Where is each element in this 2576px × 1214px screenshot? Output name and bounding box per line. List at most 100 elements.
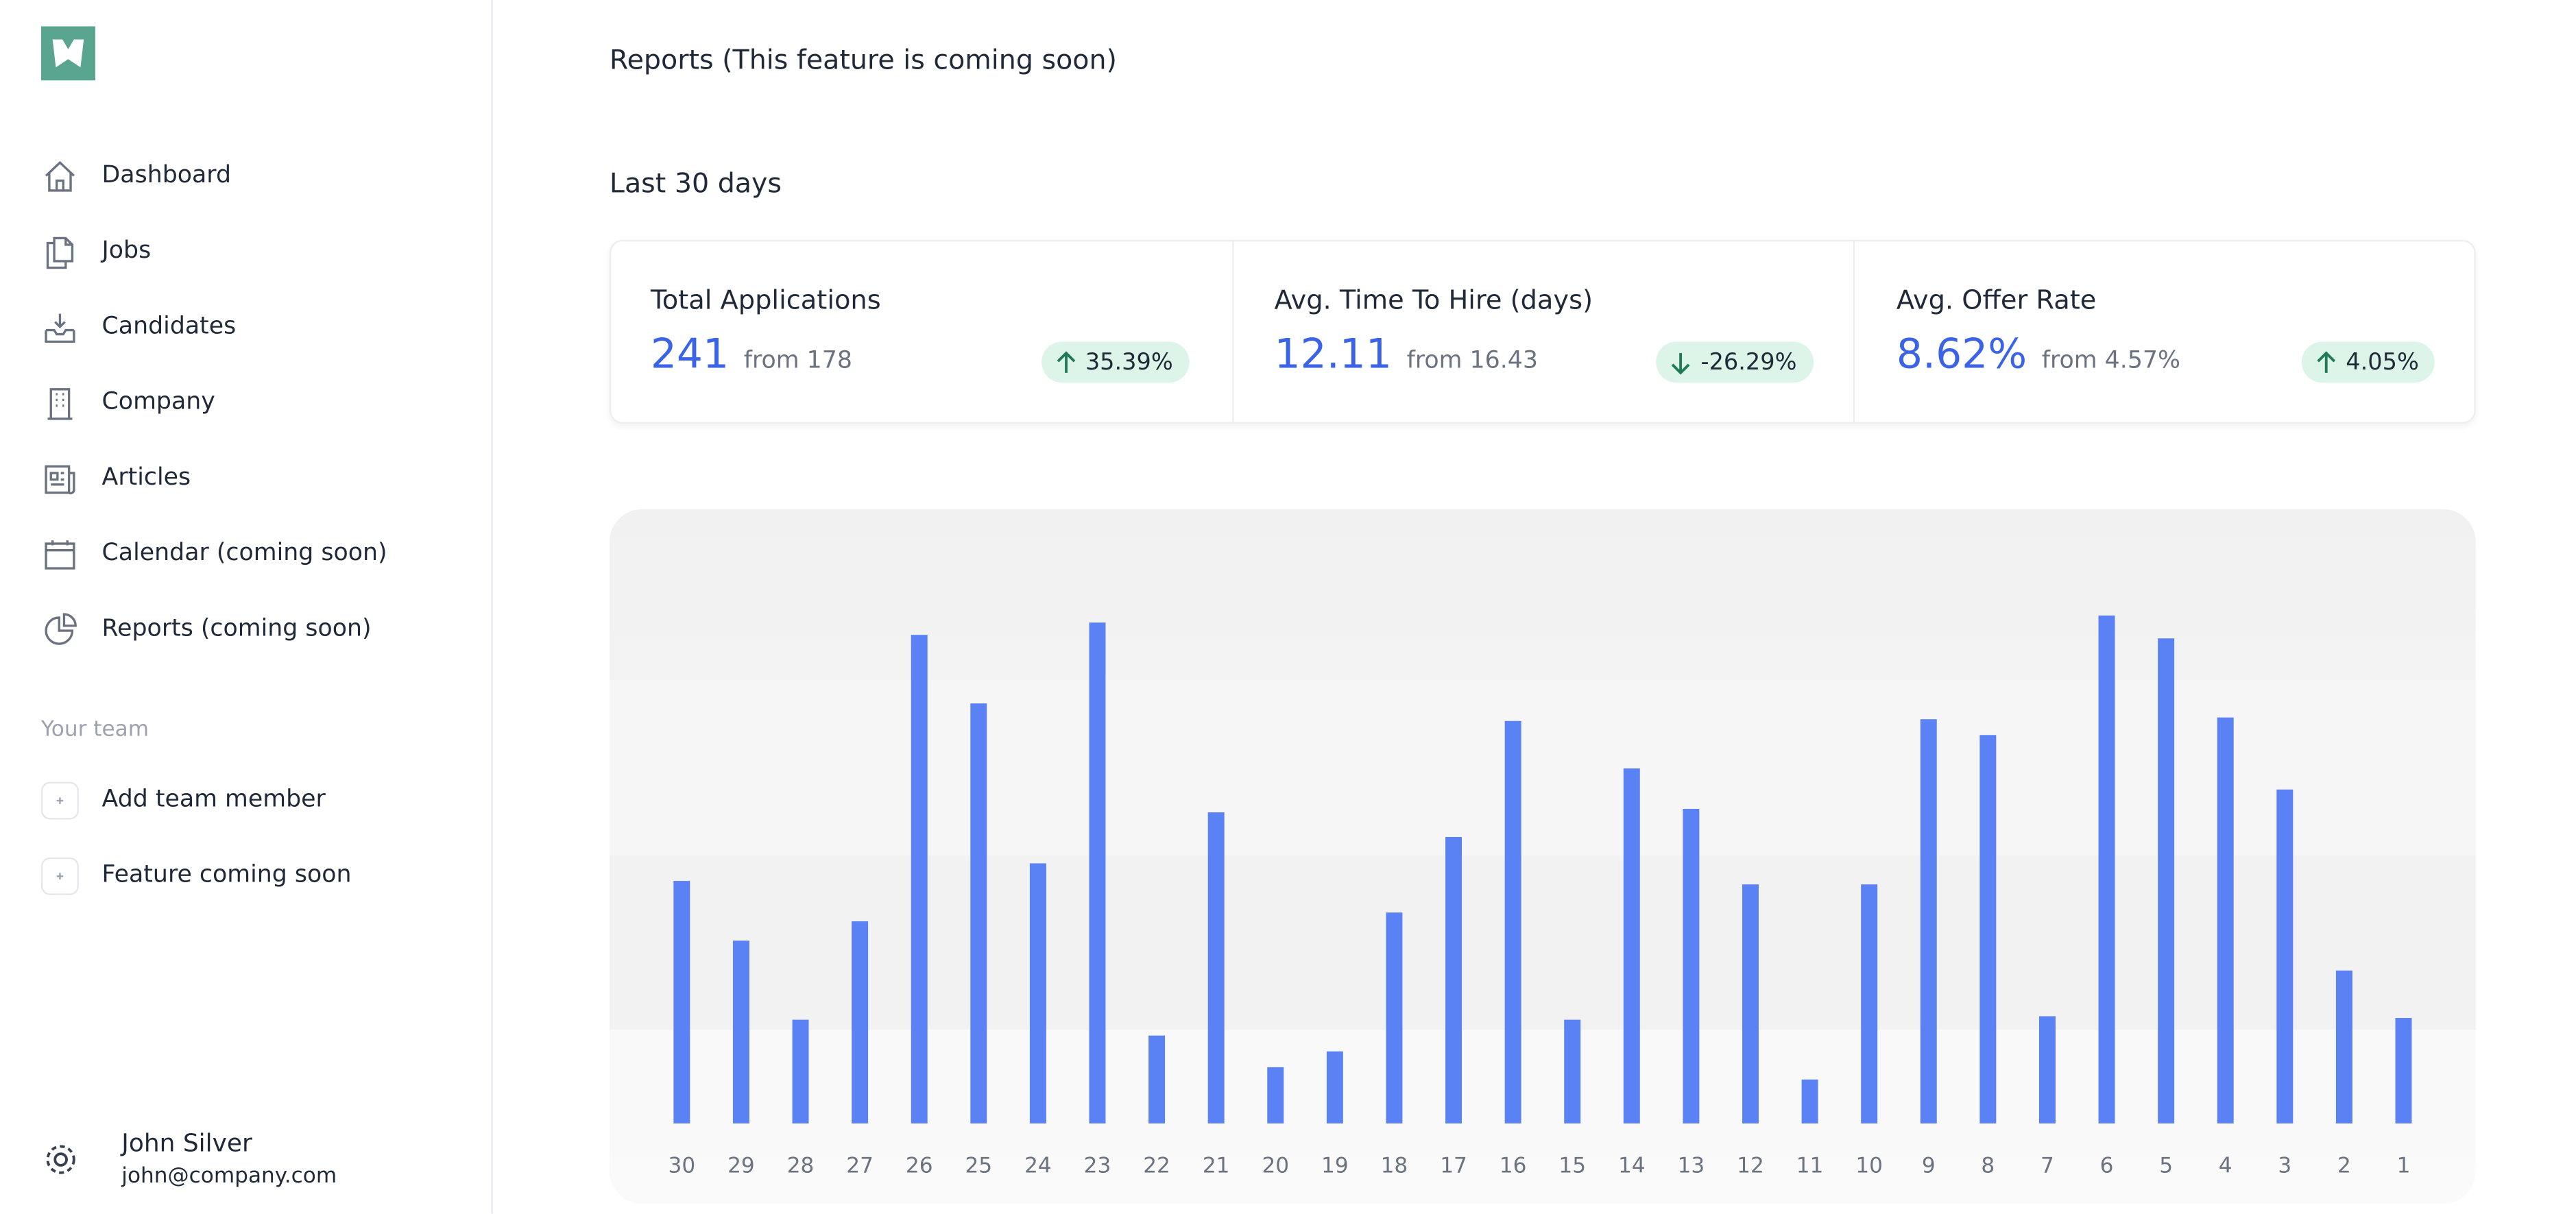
chart-band [609,855,2476,1030]
x-tick-label: 26 [906,1154,933,1178]
nav-label: Company [101,389,215,416]
bar [2098,615,2115,1124]
sidebar: Dashboard Jobs Candidates Company Articles Ca… [0,0,493,1214]
bar [1742,884,1759,1124]
bar [1683,808,1700,1124]
change-value: 4.05% [2346,349,2419,376]
stat-title: Avg. Time To Hire (days) [1274,284,1593,316]
x-tick-label: 13 [1678,1154,1705,1178]
x-tick-label: 23 [1084,1154,1111,1178]
x-tick-label: 25 [965,1154,992,1178]
bar [2158,638,2175,1124]
nav-item[interactable]: Articles [41,455,191,501]
x-tick-label: 5 [2159,1154,2173,1178]
stat-number: 8.62% [1896,330,2027,378]
bar [732,940,749,1124]
bar [1326,1051,1343,1124]
chart-band [609,1030,2476,1124]
bar [1089,622,1106,1124]
bar [1504,720,1521,1124]
x-tick-label: 28 [787,1154,815,1178]
team-item[interactable]: Add team member [40,777,326,823]
bar [1564,1019,1581,1124]
nav-item[interactable]: Dashboard [41,153,231,199]
bar [1979,735,1997,1124]
x-tick-label: 4 [2219,1154,2232,1178]
stat-title: Avg. Offer Rate [1896,284,2097,316]
bar [1445,836,1462,1124]
bar [1801,1079,1818,1124]
change-value: 35.39% [1085,349,1173,376]
x-tick-label: 1 [2397,1154,2411,1178]
trend-arrow [2317,350,2335,372]
x-tick-label: 27 [846,1154,874,1178]
settings-icon[interactable] [41,1140,81,1180]
bar [673,881,690,1124]
stat-number: 241 [650,330,730,378]
chart: 30 29 28 27 26 25 24 23 22 21 20 19 18 17 16 15 14 13 12 11… [609,509,2476,1204]
bar [1920,719,1937,1124]
nav-icon [47,387,73,420]
x-tick-label: 19 [1321,1154,1349,1178]
stats-panel [609,239,2476,424]
bar [1386,912,1403,1124]
bar [970,703,987,1124]
bar [792,1019,809,1124]
x-tick-label: 21 [1203,1154,1230,1178]
stat-value: 12.11 from 16.43 [1275,330,1538,378]
nav-label: Articles [101,465,191,491]
bar [2217,717,2234,1124]
bar [1267,1067,1284,1124]
x-tick-label: 7 [2041,1154,2054,1178]
change-badge: -26.29% [1656,341,1814,383]
nav-icon [45,313,75,342]
x-tick-label: 30 [669,1154,696,1178]
bar [2395,1018,2412,1124]
nav-label: Jobs [101,238,152,265]
bar [2276,789,2294,1124]
bar [1148,1035,1166,1124]
team-label: Add team member [101,786,326,814]
x-tick-label: 16 [1500,1154,1527,1178]
stat-from: from 178 [743,348,852,375]
stat-number: 12.11 [1274,330,1393,378]
logo[interactable] [40,26,95,81]
stat-from: from 16.43 [1406,348,1538,375]
stat-title: Total Applications [650,284,881,316]
plus-icon [40,781,80,819]
x-tick-label: 9 [1922,1154,1936,1178]
user-name: John Silver [121,1128,252,1158]
x-tick-label: 18 [1381,1154,1408,1178]
x-tick-label: 6 [2100,1154,2114,1178]
chart-band [609,679,2476,856]
x-tick-label: 10 [1855,1154,1883,1178]
bar [911,635,928,1124]
x-tick-label: 3 [2278,1154,2291,1178]
plus-icon [40,856,80,895]
nav-icon [46,236,74,269]
bar [1207,812,1225,1124]
nav-item[interactable]: Calendar (coming soon) [41,531,387,576]
stat-card: Total Applications 241 from 178 35.39% [610,240,1231,424]
nav-label: Reports (coming soon) [101,616,372,642]
stat-from: from 4.57% [2041,348,2181,375]
nav-item[interactable]: Jobs [41,228,151,274]
nav-item[interactable]: Company [41,379,215,425]
bar [1029,863,1046,1124]
team-item[interactable]: Feature coming soon [40,853,352,899]
x-tick-label: 20 [1262,1154,1289,1178]
nav-item[interactable]: Reports (coming soon) [41,606,372,652]
period: Last 30 days [609,167,782,199]
team-label: Feature coming soon [101,862,352,889]
x-tick-label: 15 [1558,1154,1586,1178]
nav-label: Calendar (coming soon) [101,540,387,567]
nav-icon [45,464,75,494]
x-tick-label: 29 [727,1154,755,1178]
x-tick-label: 22 [1143,1154,1170,1178]
change-badge: 35.39% [1041,341,1190,383]
page-title: Reports (This feature is coming soon) [609,44,1117,76]
nav-item[interactable]: Candidates [41,304,236,350]
x-tick-label: 17 [1440,1154,1467,1178]
